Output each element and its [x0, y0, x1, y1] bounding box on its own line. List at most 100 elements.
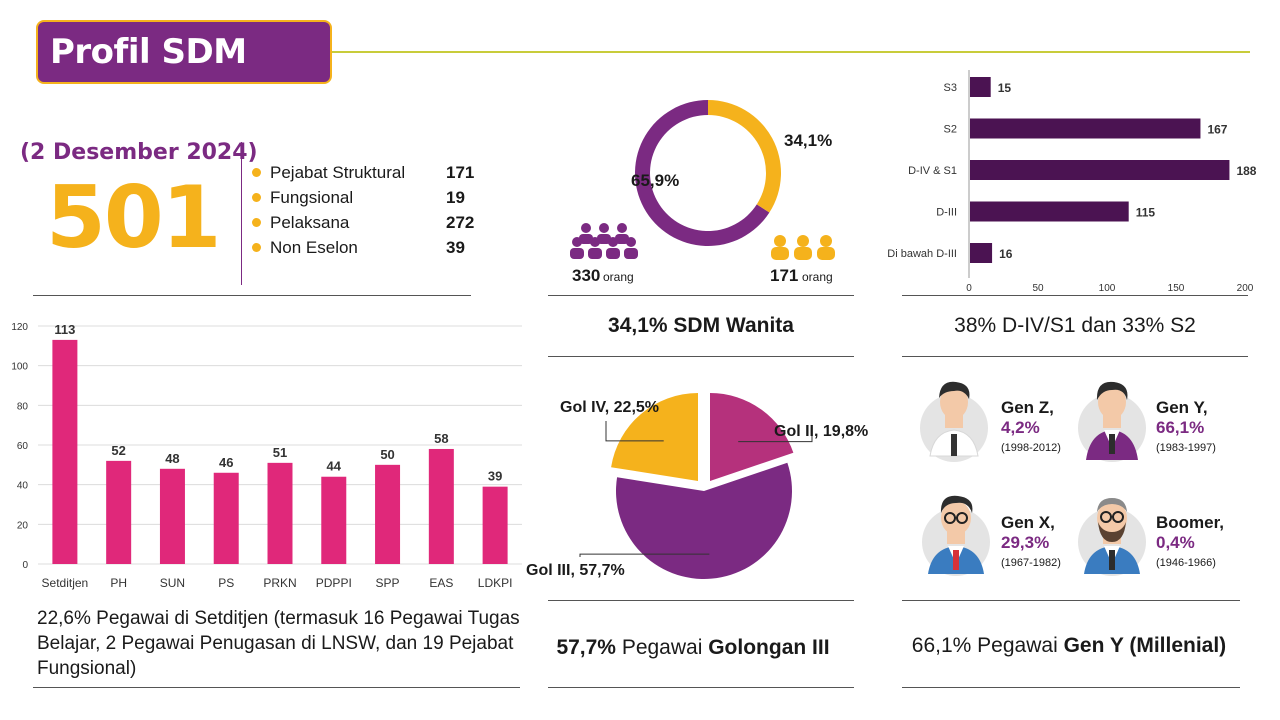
edu-category-label: S3: [944, 82, 957, 94]
education-caption: 38% D-IV/S1 dan 33% S2: [954, 314, 1196, 337]
edu-category-label: D-IV & S1: [908, 165, 957, 177]
golongan-caption-bold: Golongan III: [708, 636, 830, 659]
bullet-icon: [252, 193, 261, 202]
boomer-name: Boomer,: [1156, 513, 1225, 532]
edu-category-label: D-III: [936, 207, 957, 219]
bullet-icon: [252, 243, 261, 252]
pie-leader-line: [605, 421, 664, 442]
unit-bar-chart: 0 20 40 60 80 100 120 113 Setditjen 52 PH 48 SUN 46 PS…: [11, 322, 522, 590]
golongan-caption: 57,7% Pegawai Golongan III: [540, 636, 846, 660]
summary-underline: [33, 295, 471, 296]
edu-value-label: 15: [998, 81, 1012, 95]
edu-category-label: Di bawah D-III: [887, 248, 957, 260]
edu-value-label: 188: [1236, 164, 1256, 178]
unit-value-label: 46: [219, 455, 233, 470]
pie-label-gol-iii: Gol III, 57,7%: [526, 562, 625, 579]
gender-underline: [548, 295, 854, 296]
unit-bar: [213, 472, 239, 564]
category-label: Non Eselon: [270, 237, 358, 257]
category-value: 171: [446, 162, 475, 182]
gen-x-pct: 29,3%: [1001, 533, 1050, 552]
category-value: 19: [446, 187, 465, 207]
unit-value-label: 44: [327, 459, 342, 474]
male-people-icon: [570, 223, 638, 259]
boomer-pct: 0,4%: [1156, 533, 1195, 552]
golongan-caption-underline: [548, 687, 854, 688]
gender-caption-underline: [548, 356, 854, 357]
edu-bar: [970, 118, 1201, 139]
unit-tick-label: 100: [11, 362, 28, 373]
female-count: 171: [770, 266, 798, 285]
pie-leader-line: [738, 430, 813, 443]
bullet-icon: [252, 168, 261, 177]
title-divider: [332, 51, 1250, 53]
unit-tick-label: 0: [22, 560, 28, 571]
unit-bar: [482, 486, 508, 564]
edu-bar: [970, 77, 991, 97]
page-title: Profil SDM DJPPR: [36, 20, 332, 132]
list-item: Pejabat Struktural 171: [250, 160, 490, 185]
category-label: Pelaksana: [270, 212, 350, 232]
report-date: (2 Desember 2024): [20, 140, 258, 165]
male-count: 330: [572, 266, 600, 285]
male-unit: orang: [603, 270, 634, 284]
pie-label-gol-iv: Gol IV, 22,5%: [560, 399, 659, 416]
category-label: Fungsional: [270, 187, 354, 207]
edu-value-label: 167: [1207, 123, 1227, 137]
gen-z-info: Gen Z, 4,2% (1998-2012): [1001, 398, 1061, 454]
bullet-icon: [252, 218, 261, 227]
generation-underline: [902, 600, 1240, 601]
gen-y-avatar-icon: [1078, 381, 1146, 462]
unit-bar: [428, 448, 454, 564]
unit-bar: [267, 462, 293, 564]
category-value: 39: [446, 237, 465, 257]
unit-bar: [321, 476, 347, 564]
edu-category-label: S2: [944, 124, 957, 136]
donut-female-segment: [708, 100, 781, 213]
unit-category-label: SPP: [376, 576, 400, 590]
gen-x-avatar-icon: [922, 495, 990, 576]
education-underline: [902, 295, 1248, 296]
edu-tick-label: 200: [1237, 283, 1254, 294]
female-pct-label: 34,1%: [784, 131, 832, 150]
unit-value-label: 113: [54, 322, 75, 337]
gen-x-name: Gen X,: [1001, 513, 1055, 532]
unit-tick-label: 120: [11, 322, 28, 333]
generation-caption-underline: [902, 687, 1240, 688]
pie-slice: [611, 393, 698, 481]
unit-value-label: 50: [380, 447, 394, 462]
unit-category-label: PS: [218, 576, 234, 590]
generation-caption-bold: Gen Y (Millenial): [1063, 634, 1227, 657]
unit-value-label: 51: [273, 445, 287, 460]
summary-divider: [241, 142, 242, 285]
total-employees: 501: [46, 168, 222, 268]
gen-z-pct: 4,2%: [1001, 418, 1040, 437]
female-people-icon: [771, 235, 835, 260]
pie-leader-line: [579, 553, 710, 557]
boomer-avatar-icon: [1078, 498, 1146, 576]
unit-bar: [159, 468, 185, 564]
golongan-underline: [548, 600, 854, 601]
edu-bar: [970, 201, 1129, 222]
unit-value-label: 52: [111, 443, 125, 458]
edu-bar: [970, 160, 1230, 180]
gender-caption: 34,1% SDM Wanita: [608, 314, 794, 337]
edu-bar: [970, 243, 993, 263]
unit-category-label: LDKPI: [478, 576, 513, 590]
generation-caption: 66,1% Pegawai Gen Y (Millenial): [896, 634, 1242, 658]
golongan-pie-chart: Gol II, 19,8% Gol III, 57,7% Gol IV, 22,5%: [526, 393, 868, 579]
gen-z-name: Gen Z,: [1001, 398, 1054, 417]
list-item: Non Eselon 39: [250, 235, 490, 260]
unit-tick-label: 80: [17, 401, 29, 412]
gen-z-avatar-icon: [920, 381, 988, 462]
list-item: Pelaksana 272: [250, 210, 490, 235]
unit-bar: [375, 464, 401, 564]
gen-x-info: Gen X, 29,3% (1967-1982): [1001, 513, 1061, 569]
female-unit: orang: [802, 270, 833, 284]
edu-tick-label: 100: [1099, 283, 1116, 294]
gender-donut-chart: 65,9% 34,1% 330 orang 171 orang: [570, 100, 835, 285]
gen-y-pct: 66,1%: [1156, 418, 1205, 437]
boomer-years: (1946-1966): [1156, 557, 1216, 569]
unit-category-label: PDPPI: [316, 576, 352, 590]
gen-y-years: (1983-1997): [1156, 442, 1216, 454]
